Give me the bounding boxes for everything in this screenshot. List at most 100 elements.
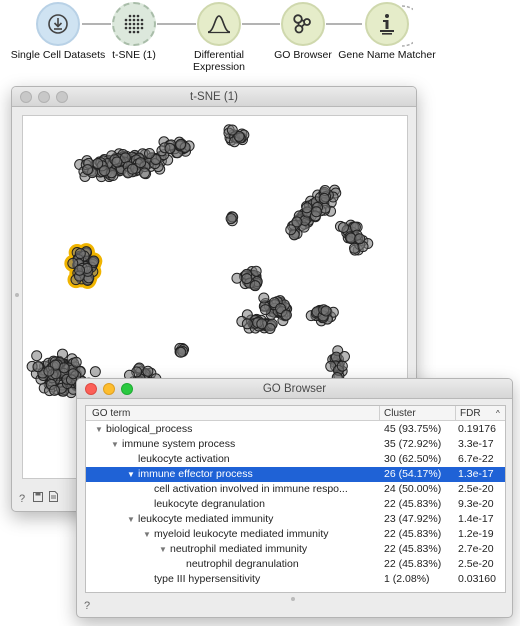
node-differential-expression[interactable]: Differential Expression <box>167 2 271 73</box>
scatter-point <box>318 192 330 204</box>
fdr-value: 9.3e-20 <box>458 498 494 510</box>
expand-arrow-icon[interactable]: ▼ <box>143 530 151 539</box>
node-go-browser[interactable]: GO Browser <box>251 2 355 61</box>
zoom-button[interactable] <box>121 383 133 395</box>
window-title: t-SNE (1) <box>190 91 238 103</box>
minimize-button[interactable] <box>38 91 50 103</box>
output-port-icon <box>401 5 413 47</box>
go-term-label: immune system process <box>122 438 236 450</box>
scatter-point <box>74 248 86 260</box>
info-icon <box>365 2 409 46</box>
scatter-point <box>70 356 82 368</box>
node-tsne[interactable]: t-SNE (1) <box>82 2 186 61</box>
go-titlebar[interactable]: GO Browser <box>77 379 512 399</box>
dot-grid-icon <box>112 2 156 46</box>
scatter-point <box>138 167 150 179</box>
table-row[interactable]: leukocyte degranulation 22 (45.83%) 9.3e-2… <box>86 497 505 512</box>
zoom-button[interactable] <box>56 91 68 103</box>
splitter-handle[interactable] <box>291 597 295 601</box>
cluster-value: 22 (45.83%) <box>384 543 442 555</box>
go-term-label: neutrophil degranulation <box>186 558 299 570</box>
fdr-value: 2.7e-20 <box>458 543 494 555</box>
scatter-point <box>233 130 245 142</box>
go-term-label: leukocyte mediated immunity <box>138 513 274 525</box>
help-icon[interactable]: ? <box>84 600 91 612</box>
cluster-value: 45 (93.75%) <box>384 423 442 435</box>
scatter-plot[interactable] <box>23 116 407 478</box>
table-row[interactable]: ▼ biological_process 45 (93.75%) 0.19176 <box>86 422 505 437</box>
fdr-value: 1.3e-17 <box>458 468 494 480</box>
close-button[interactable] <box>85 383 97 395</box>
scatter-point <box>241 273 253 285</box>
go-term-label: neutrophil mediated immunity <box>170 543 308 555</box>
scatter-point <box>135 157 147 169</box>
table-header: GO term Cluster FDR ^ <box>86 406 505 421</box>
go-term-label: cell activation involved in immune respo… <box>154 483 348 495</box>
node-label: Gene Name Matcher <box>338 49 436 61</box>
splitter-handle[interactable] <box>15 293 19 297</box>
cluster-value: 1 (2.08%) <box>384 573 430 585</box>
go-term-label: biological_process <box>106 423 193 435</box>
go-term-label: myeloid leukocyte mediated immunity <box>154 528 329 540</box>
fdr-value: 1.2e-19 <box>458 528 494 540</box>
scatter-point <box>337 221 349 233</box>
scatter-point <box>175 346 187 358</box>
go-term-label: immune effector process <box>138 468 253 480</box>
expand-arrow-icon[interactable]: ▼ <box>127 515 135 524</box>
cluster-value: 22 (45.83%) <box>384 498 442 510</box>
column-header-go-term[interactable]: GO term <box>92 408 131 419</box>
report-icon[interactable] <box>49 491 58 505</box>
scatter-point <box>310 206 322 218</box>
scatter-point <box>43 365 55 377</box>
scatter-point <box>31 350 43 362</box>
column-header-cluster[interactable]: Cluster <box>384 408 416 419</box>
column-header-fdr[interactable]: FDR <box>460 408 481 419</box>
go-term-label: leukocyte degranulation <box>154 498 265 510</box>
minimize-button[interactable] <box>103 383 115 395</box>
workflow-canvas: Single Cell Datasets t-SNE (1) Different… <box>0 0 520 82</box>
table-row[interactable]: ▼ immune effector process 26 (54.17%) 1.3e-… <box>86 467 505 482</box>
expand-arrow-icon[interactable]: ▼ <box>127 470 135 479</box>
save-icon[interactable] <box>33 492 43 505</box>
scatter-point <box>89 366 101 378</box>
scatter-point <box>280 309 292 321</box>
table-row[interactable]: ▼ immune system process 35 (72.92%) 3.3e-17 <box>86 437 505 452</box>
scatter-point <box>264 322 276 334</box>
node-label: Differential Expression <box>193 49 245 73</box>
help-icon[interactable]: ? <box>19 493 26 505</box>
node-label: t-SNE (1) <box>112 49 156 61</box>
expand-arrow-icon[interactable]: ▼ <box>159 545 167 554</box>
scatter-point <box>291 216 303 228</box>
cluster-value: 35 (72.92%) <box>384 438 442 450</box>
scatter-point <box>81 164 93 176</box>
close-button[interactable] <box>20 91 32 103</box>
workflow-links <box>82 23 362 25</box>
fdr-value: 0.19176 <box>458 423 496 435</box>
go-footer: ? <box>77 595 512 617</box>
scatter-point <box>338 351 350 363</box>
node-gene-name-matcher[interactable]: Gene Name Matcher <box>334 2 440 61</box>
scatter-point <box>354 233 366 245</box>
table-row[interactable]: ▼ neutrophil mediated immunity 22 (45.83%)… <box>86 542 505 557</box>
go-term-table[interactable]: GO term Cluster FDR ^ ▼ biological_proces… <box>85 405 506 593</box>
scatter-point <box>175 138 187 150</box>
expand-arrow-icon[interactable]: ▼ <box>111 440 119 449</box>
table-row[interactable]: ▼ myeloid leukocyte mediated immunity 22 (… <box>86 527 505 542</box>
node-single-cell-datasets[interactable]: Single Cell Datasets <box>6 2 110 61</box>
table-row[interactable]: cell activation involved in immune respo… <box>86 482 505 497</box>
expand-arrow-icon[interactable]: ▼ <box>95 425 103 434</box>
node-label: Single Cell Datasets <box>10 49 106 61</box>
table-row[interactable]: type III hypersensitivity 1 (2.08%) 0.0316… <box>86 572 505 587</box>
scatter-point <box>143 147 155 159</box>
scatter-point <box>320 305 332 317</box>
table-row[interactable]: leukocyte activation 30 (62.50%) 6.7e-22 <box>86 452 505 467</box>
fdr-value: 0.03160 <box>458 573 496 585</box>
fdr-value: 1.4e-17 <box>458 513 494 525</box>
tsne-footer: ? <box>12 485 416 511</box>
cluster-value: 23 (47.92%) <box>384 513 442 525</box>
table-row[interactable]: ▼ leukocyte mediated immunity 23 (47.92%) 1… <box>86 512 505 527</box>
scatter-point <box>32 361 44 373</box>
table-row[interactable]: neutrophil degranulation 22 (45.83%) 2.5e-… <box>86 557 505 572</box>
cluster-value: 30 (62.50%) <box>384 453 442 465</box>
tsne-titlebar[interactable]: t-SNE (1) <box>12 87 416 107</box>
